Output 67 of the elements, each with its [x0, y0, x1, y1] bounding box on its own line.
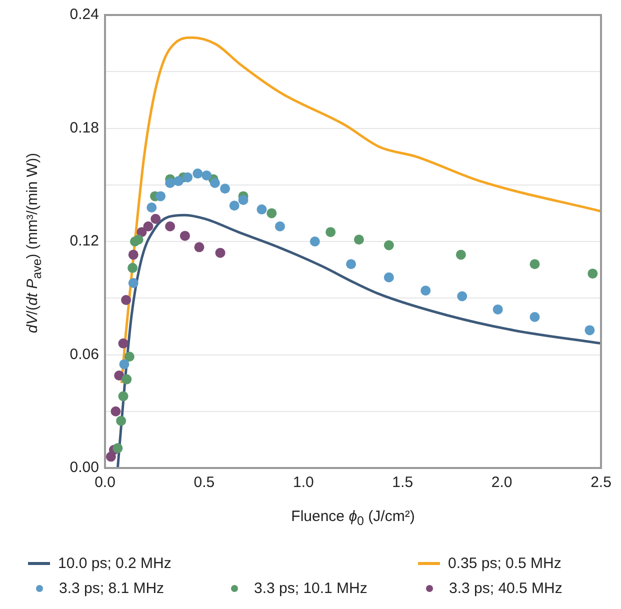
point [165, 221, 176, 232]
point [210, 178, 220, 188]
legend-label: 3.3 ps; 8.1 MHz [59, 580, 164, 597]
point [266, 208, 277, 218]
point [180, 230, 190, 241]
point [110, 406, 121, 416]
line-series [120, 36, 601, 384]
y-tick-label: 0.06 [70, 346, 99, 363]
legend-label: 10.0 ps; 0.2 MHz [58, 555, 172, 572]
legend-label: 3.3 ps; 10.1 MHz [254, 580, 368, 597]
point [118, 338, 128, 348]
x-tick-label: 1.0 [292, 474, 314, 492]
point [122, 374, 132, 384]
point [530, 259, 540, 270]
x-tick-label: 2.5 [590, 474, 612, 492]
point [182, 172, 193, 182]
point [354, 234, 364, 245]
point [128, 278, 138, 288]
point [143, 221, 154, 232]
point [128, 262, 138, 273]
point [215, 248, 226, 258]
point [346, 259, 356, 270]
point [156, 191, 166, 202]
point [492, 304, 503, 314]
point [326, 227, 336, 238]
x-tick-label: 1.5 [392, 474, 414, 492]
point [150, 214, 161, 224]
point [128, 250, 138, 260]
point [220, 184, 230, 194]
point [456, 250, 466, 260]
point [165, 178, 176, 188]
point [530, 312, 540, 322]
point [202, 170, 212, 180]
point [384, 272, 394, 282]
point [274, 221, 285, 232]
x-tick-label: 2.0 [491, 474, 512, 492]
point [112, 443, 123, 454]
x-tick-label: 0.0 [94, 474, 116, 492]
point [118, 391, 128, 402]
point [194, 242, 204, 252]
x-axis-title: Fluence ϕ$_{0}$ (J/cm²) [290, 508, 416, 528]
point [124, 352, 134, 362]
y-tick-label: 0.12 [70, 232, 99, 250]
point [238, 194, 248, 205]
point [310, 236, 320, 246]
legend-label: 3.3 ps; 40.5 MHz [449, 580, 562, 597]
y-tick-label: 0.00 [70, 459, 99, 476]
point [256, 204, 267, 214]
point [384, 240, 394, 250]
point [121, 295, 132, 306]
point [584, 325, 595, 336]
point [119, 359, 130, 370]
point [229, 200, 240, 211]
line-series [116, 214, 601, 468]
x-tick-label: 0.5 [194, 474, 215, 492]
point [146, 202, 157, 213]
point [588, 268, 598, 279]
point [173, 176, 184, 186]
point [133, 234, 144, 245]
point [457, 291, 468, 302]
y-tick-label: 0.24 [70, 6, 99, 24]
point [420, 286, 431, 296]
point [116, 416, 126, 426]
legend-label: 0.35 ps; 0.5 MHz [448, 555, 562, 572]
y-tick-label: 0.18 [70, 119, 99, 136]
point [192, 168, 203, 179]
point [114, 370, 124, 381]
